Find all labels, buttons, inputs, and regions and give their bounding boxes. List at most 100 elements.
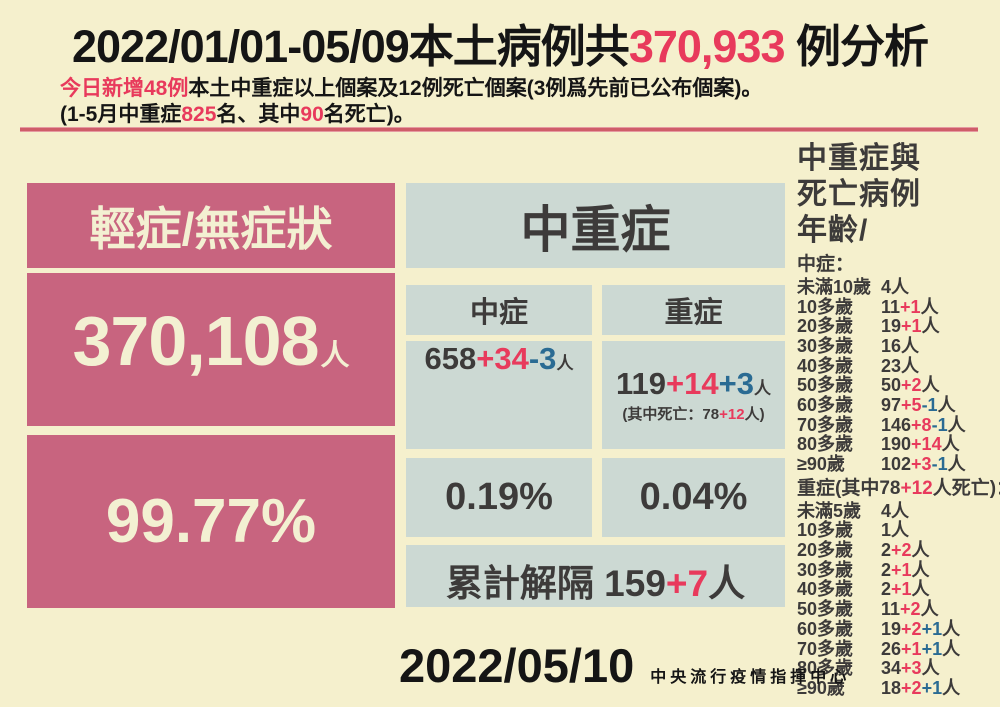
age-row-value: 4人	[881, 497, 909, 523]
age-row: 未滿5歲 4人	[797, 497, 997, 523]
text-segment: -1	[931, 454, 948, 475]
age-row-label: 未滿5歲	[797, 500, 862, 521]
text-segment: +5	[901, 394, 922, 415]
age-row-label: ≥90歲	[797, 454, 845, 475]
severe-percent-value: 0.04%	[639, 476, 748, 518]
text-segment: +1	[921, 638, 943, 659]
age-row-value: 26 +1 +1 人	[881, 635, 960, 661]
age-row: 70多歲 146 +8 -1 人	[797, 414, 997, 435]
age-row: 20多歲 19 +1 人	[797, 312, 997, 338]
text-segment: 2	[881, 579, 892, 600]
age-row: 70多歲 26 +1 +1 人	[797, 635, 997, 661]
age-row-value: 102 +3 -1 人	[881, 450, 966, 476]
age-row-value: 97 +5 -1 人	[881, 391, 956, 417]
title-total-count: 370,933	[628, 21, 786, 72]
text-segment: 26	[881, 638, 902, 659]
text-segment: 11	[881, 599, 901, 620]
text-segment: 19	[881, 316, 902, 337]
text-segment: +1	[891, 579, 912, 600]
text-segment: 90	[300, 103, 324, 126]
age-row-label: 30多歲	[797, 559, 854, 580]
divider-rule	[20, 127, 978, 132]
mild-percent-box: 99.77%	[27, 435, 395, 608]
severe-age-section-label: 重症(其中78+12人死亡)：	[797, 477, 1000, 499]
text-segment: 人	[911, 559, 930, 580]
text-segment: +1	[901, 638, 922, 659]
age-row-value: 1人	[881, 516, 909, 542]
text-segment: 名死亡)。	[323, 103, 415, 126]
age-row-label: 20多歲	[797, 540, 854, 561]
sidebar-title: 中重症與 死亡病例 年齡/	[797, 141, 997, 249]
age-row: ≥90歲 18 +2 +1 人	[797, 677, 997, 698]
severe-percent-box: 0.04%	[602, 458, 785, 537]
text-segment: -3	[528, 341, 557, 376]
age-row: 40多歲 23人	[797, 355, 997, 376]
text-segment: (1-5月中重症	[60, 103, 182, 126]
text-segment: 累計解隔 159	[445, 563, 666, 604]
text-segment: 今日新增48例	[60, 77, 189, 100]
sidebar-title-line: 年齡/	[797, 214, 869, 247]
severe-death-note: (其中死亡：78 +12 人)	[622, 403, 764, 424]
age-row-value: 190 +14 人	[881, 430, 960, 456]
text-segment: +14	[911, 434, 942, 455]
text-segment: 人	[911, 579, 930, 600]
text-segment: 4人	[881, 500, 910, 521]
text-segment: 人	[942, 677, 961, 698]
age-row-label: 10多歲	[797, 520, 854, 541]
age-row: 50多歲 11 +2 人	[797, 598, 997, 620]
text-segment: 人	[708, 563, 746, 604]
age-row-value: 19 +1 人	[881, 312, 940, 338]
text-segment: 19	[881, 618, 902, 639]
severe-label-box: 重症	[602, 285, 785, 335]
text-segment: 16人	[881, 335, 920, 356]
text-segment: 658	[424, 341, 477, 376]
severe-value: 119 +14 +3 人	[616, 366, 771, 402]
text-segment: +1	[891, 559, 912, 580]
text-segment: +14	[666, 366, 719, 401]
text-segment: 4人	[881, 276, 910, 297]
age-row: 未滿10歲 4人	[797, 276, 997, 297]
text-segment: 146	[881, 414, 912, 435]
moderate-label-box: 中症	[406, 285, 592, 335]
moderate-severe-header-box: 中重症	[406, 183, 785, 268]
age-row-label: 10多歲	[797, 296, 854, 317]
text-segment: -1	[921, 394, 938, 415]
text-segment: +2	[901, 618, 922, 639]
text-segment: 11	[881, 296, 901, 317]
age-row-value: 2 +2 人	[881, 536, 930, 562]
text-segment: 18	[881, 677, 902, 698]
text-segment: 2	[881, 540, 892, 561]
age-row-value: 19 +2 +1 人	[881, 615, 960, 641]
text-segment: 2	[881, 559, 892, 580]
age-row: 60多歲 19 +2 +1 人	[797, 615, 997, 641]
age-sidebar: 中重症與 死亡病例 年齡/ 中症： 未滿10歲 4人 10多歲 11 +1 人 20多歲 19…	[797, 141, 1000, 698]
text-segment: +1	[900, 296, 921, 317]
age-row: 10多歲 11 +1 人	[797, 296, 997, 317]
age-row-label: 40多歲	[797, 355, 854, 376]
mild-count-box: 370,108 人	[27, 273, 395, 426]
report-date: 2022/05/10	[399, 639, 635, 692]
agency-name: 中央流行疫情指揮中心	[650, 669, 851, 686]
text-segment: 人死亡)：	[932, 477, 1000, 499]
age-row: 60多歲 97 +5 -1 人	[797, 391, 997, 417]
age-row-label: 70多歲	[797, 638, 854, 659]
age-row: 40多歲 2 +1 人	[797, 579, 997, 599]
text-segment: 119	[616, 366, 667, 401]
age-row-value: 16人	[881, 332, 919, 358]
text-segment: +2	[901, 375, 922, 396]
age-row-label: 70多歲	[797, 414, 854, 435]
text-segment: 人	[911, 540, 930, 561]
age-row-value: 50 +2 人	[881, 371, 940, 397]
age-row-label: 60多歲	[797, 618, 854, 639]
text-segment: 本土中重症以上個案及12例死亡個案(3例爲先前已公布個案)。	[188, 77, 763, 100]
text-segment: 人	[920, 296, 939, 317]
text-segment: 34	[881, 658, 902, 679]
text-segment: 人	[942, 618, 961, 639]
severe-value-box: 119 +14 +3 人 (其中死亡：78 +12 人)	[602, 341, 785, 449]
text-segment: 人	[947, 414, 966, 435]
text-segment: 人	[921, 375, 940, 396]
footer: 2022/05/10 中央流行疫情指揮中心	[399, 638, 850, 693]
text-segment: +1	[921, 677, 943, 698]
mild-title: 輕症/無症狀	[89, 202, 333, 255]
